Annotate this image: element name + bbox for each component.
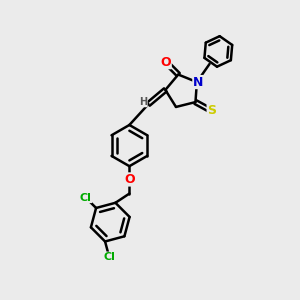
- Text: O: O: [124, 173, 135, 186]
- Text: N: N: [193, 76, 203, 88]
- Text: O: O: [160, 56, 171, 69]
- Text: H: H: [139, 97, 147, 107]
- Text: S: S: [207, 104, 216, 117]
- Text: Cl: Cl: [80, 193, 92, 202]
- Text: Cl: Cl: [103, 252, 115, 262]
